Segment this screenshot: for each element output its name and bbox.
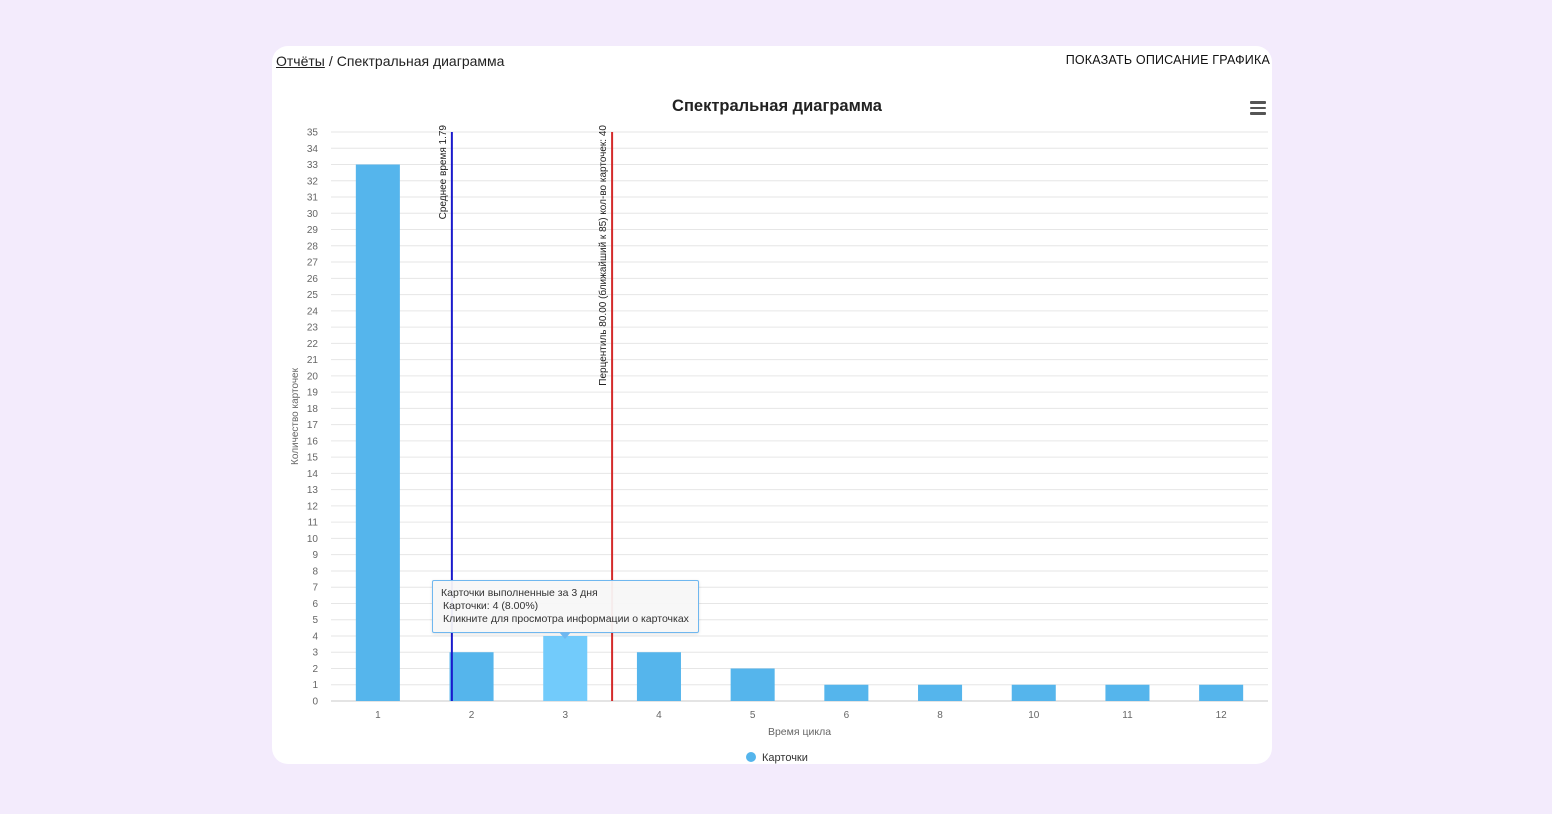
y-tick-label: 19 — [307, 388, 319, 399]
tooltip-hint: Кликните для просмотра информации о карт… — [443, 613, 689, 625]
y-axis-label: Количество карточек — [290, 367, 301, 465]
y-tick-label: 7 — [312, 583, 318, 594]
chart-title: Спектральная диаграмма — [672, 97, 883, 115]
x-tick-label: 1 — [375, 710, 381, 721]
y-tick-label: 16 — [307, 436, 319, 447]
bar[interactable] — [449, 652, 494, 701]
breadcrumb-current: Спектральная диаграмма — [336, 53, 505, 69]
spectral-chart: Спектральная диаграмма012345678910111213… — [290, 97, 1268, 738]
mean-time-label: Среднее время 1.79 — [438, 125, 449, 220]
y-tick-label: 30 — [307, 209, 319, 220]
breadcrumb-separator: / — [328, 53, 333, 69]
y-tick-label: 2 — [312, 664, 318, 675]
y-tick-label: 12 — [307, 501, 319, 512]
y-tick-label: 32 — [307, 176, 319, 187]
legend-marker-icon — [746, 752, 756, 762]
x-tick-label: 2 — [469, 710, 475, 721]
y-tick-label: 0 — [312, 697, 318, 708]
bar[interactable] — [1199, 684, 1244, 701]
bar[interactable] — [355, 164, 400, 701]
tooltip-value: Карточки: 4 (8.00%) — [443, 600, 539, 612]
x-axis-label: Время цикла — [768, 726, 831, 738]
y-tick-label: 5 — [312, 615, 318, 626]
x-tick-label: 12 — [1216, 710, 1228, 721]
y-tick-label: 13 — [307, 485, 319, 496]
x-tick-label: 4 — [656, 710, 662, 721]
legend-item-cards[interactable]: Карточки — [746, 752, 808, 764]
y-tick-label: 18 — [307, 404, 319, 415]
x-tick-label: 5 — [750, 710, 756, 721]
y-tick-label: 11 — [308, 518, 319, 529]
x-tick-label: 10 — [1028, 710, 1040, 721]
y-tick-label: 17 — [307, 420, 319, 431]
percentile-label: Перцентиль 80.00 (ближайший к 85) кол-во… — [597, 125, 609, 386]
y-tick-label: 20 — [307, 371, 319, 382]
bar[interactable] — [543, 635, 588, 701]
y-tick-label: 27 — [307, 258, 319, 269]
bar[interactable] — [1105, 684, 1150, 701]
bar[interactable] — [918, 684, 963, 701]
y-tick-label: 35 — [307, 128, 319, 139]
bar-tooltip: Карточки выполненные за 3 дня Карточки: … — [432, 580, 699, 639]
y-tick-label: 8 — [312, 566, 318, 577]
report-card: Отчёты / Спектральная диаграмма ПОКАЗАТЬ О… — [272, 46, 1272, 764]
y-tick-label: 28 — [307, 241, 319, 252]
y-tick-label: 23 — [307, 323, 319, 334]
x-tick-label: 8 — [937, 710, 943, 721]
y-tick-label: 6 — [312, 599, 318, 610]
hamburger-menu-icon[interactable] — [1250, 101, 1266, 115]
y-tick-label: 4 — [312, 631, 318, 642]
breadcrumb: Отчёты / Спектральная диаграмма — [276, 53, 504, 69]
y-tick-label: 22 — [307, 339, 319, 350]
y-tick-label: 15 — [307, 453, 319, 464]
bar[interactable] — [824, 684, 869, 701]
x-tick-label: 6 — [844, 710, 850, 721]
y-tick-label: 1 — [312, 680, 318, 691]
y-tick-label: 33 — [307, 160, 319, 171]
y-tick-label: 10 — [307, 534, 319, 545]
y-tick-label: 25 — [307, 290, 319, 301]
bar[interactable] — [730, 668, 775, 701]
y-tick-label: 21 — [307, 355, 319, 366]
show-description-button[interactable]: ПОКАЗАТЬ ОПИСАНИЕ ГРАФИКА — [1065, 53, 1270, 67]
y-tick-label: 31 — [307, 193, 319, 204]
bar[interactable] — [1011, 684, 1056, 701]
breadcrumb-reports-link[interactable]: Отчёты — [276, 53, 325, 69]
legend-label: Карточки — [762, 752, 808, 764]
y-tick-label: 24 — [307, 306, 319, 317]
y-tick-label: 14 — [307, 469, 319, 480]
y-tick-label: 3 — [312, 648, 318, 659]
y-tick-label: 29 — [307, 225, 319, 236]
tooltip-title: Карточки выполненные за 3 дня — [441, 587, 598, 599]
bar[interactable] — [636, 652, 681, 701]
y-tick-label: 9 — [312, 550, 318, 561]
x-tick-label: 11 — [1122, 710, 1133, 721]
y-tick-label: 26 — [307, 274, 319, 285]
y-tick-label: 34 — [307, 144, 319, 155]
x-tick-label: 3 — [562, 710, 568, 721]
